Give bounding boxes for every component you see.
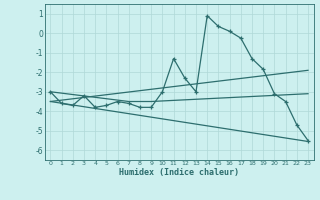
X-axis label: Humidex (Indice chaleur): Humidex (Indice chaleur)	[119, 168, 239, 177]
